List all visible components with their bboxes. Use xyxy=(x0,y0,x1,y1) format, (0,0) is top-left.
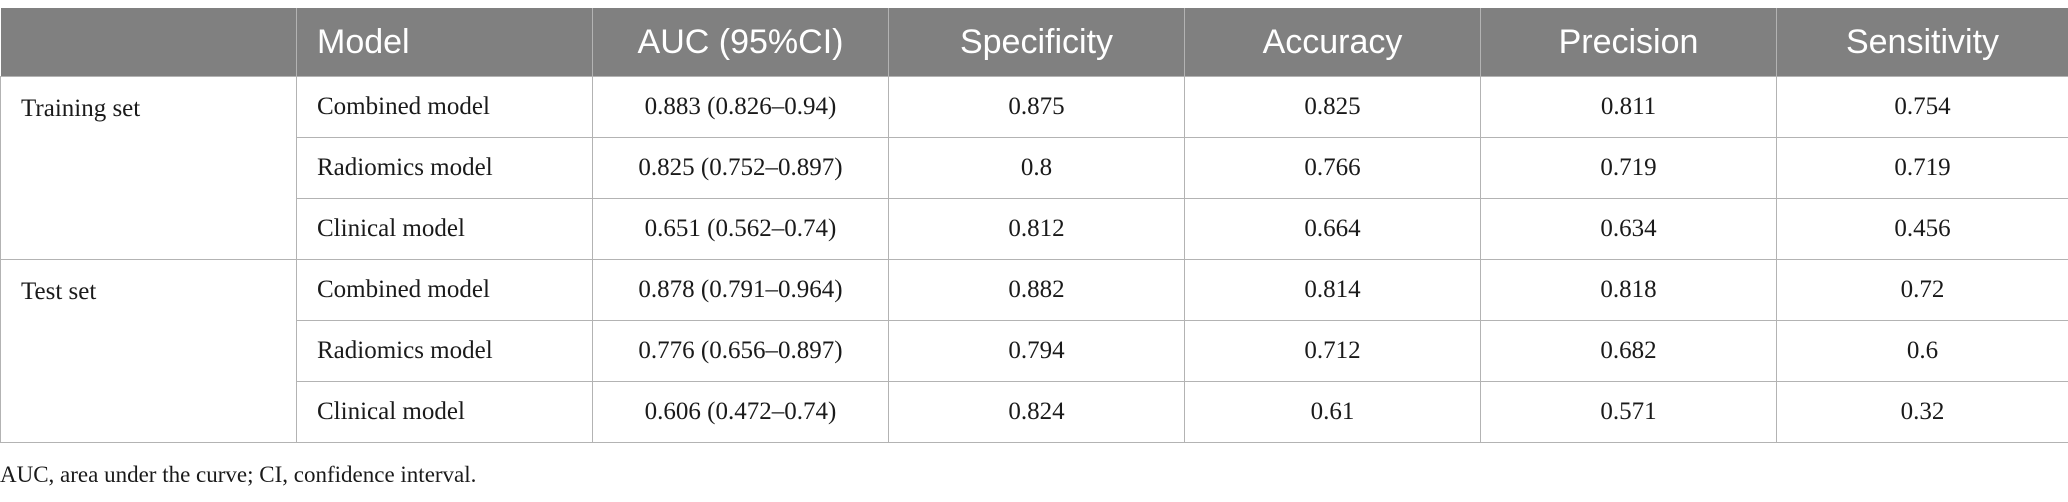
accuracy-cell: 0.664 xyxy=(1184,198,1481,260)
specificity-cell: 0.875 xyxy=(888,76,1185,138)
precision-cell: 0.811 xyxy=(1480,76,1777,138)
accuracy-cell: 0.61 xyxy=(1184,381,1481,443)
precision-cell: 0.571 xyxy=(1480,381,1777,443)
header-row: Model AUC (95%CI) Specificity Accuracy P… xyxy=(0,8,2068,77)
accuracy-cell: 0.712 xyxy=(1184,320,1481,382)
header-cell-auc: AUC (95%CI) xyxy=(592,8,889,77)
model-cell: Clinical model xyxy=(296,381,593,443)
table-row: Clinical model 0.606 (0.472–0.74) 0.824 … xyxy=(1,381,2068,443)
sensitivity-cell: 0.456 xyxy=(1776,198,2068,260)
precision-cell: 0.719 xyxy=(1480,137,1777,199)
specificity-cell: 0.8 xyxy=(888,137,1185,199)
sensitivity-cell: 0.72 xyxy=(1776,259,2068,321)
header-cell-precision: Precision xyxy=(1480,8,1777,77)
model-cell: Radiomics model xyxy=(296,137,593,199)
auc-cell: 0.883 (0.826–0.94) xyxy=(592,76,889,138)
header-cell-model: Model xyxy=(296,8,593,77)
table-row: Clinical model 0.651 (0.562–0.74) 0.812 … xyxy=(1,198,2068,260)
auc-cell: 0.878 (0.791–0.964) xyxy=(592,259,889,321)
specificity-cell: 0.794 xyxy=(888,320,1185,382)
accuracy-cell: 0.825 xyxy=(1184,76,1481,138)
header-cell-accuracy: Accuracy xyxy=(1184,8,1481,77)
table-row: Training set Combined model 0.883 (0.826… xyxy=(0,76,2068,260)
specificity-cell: 0.882 xyxy=(888,259,1185,321)
table-row: Radiomics model 0.776 (0.656–0.897) 0.79… xyxy=(1,320,2068,382)
group-label-training: Training set xyxy=(0,76,297,260)
precision-cell: 0.634 xyxy=(1480,198,1777,260)
model-cell: Radiomics model xyxy=(296,320,593,382)
accuracy-cell: 0.766 xyxy=(1184,137,1481,199)
auc-cell: 0.606 (0.472–0.74) xyxy=(592,381,889,443)
sensitivity-cell: 0.32 xyxy=(1776,381,2068,443)
table-row: Test set Combined model 0.878 (0.791–0.9… xyxy=(0,259,2068,443)
precision-cell: 0.682 xyxy=(1480,320,1777,382)
auc-cell: 0.651 (0.562–0.74) xyxy=(592,198,889,260)
table-row: Radiomics model 0.825 (0.752–0.897) 0.8 … xyxy=(1,137,2068,199)
table-footnote: AUC, area under the curve; CI, confidenc… xyxy=(0,462,477,487)
auc-cell: 0.825 (0.752–0.897) xyxy=(592,137,889,199)
header-cell-group xyxy=(0,8,297,77)
sensitivity-cell: 0.754 xyxy=(1776,76,2068,138)
accuracy-cell: 0.814 xyxy=(1184,259,1481,321)
auc-cell: 0.776 (0.656–0.897) xyxy=(592,320,889,382)
results-table-container: Model AUC (95%CI) Specificity Accuracy P… xyxy=(0,8,2068,443)
header-cell-specificity: Specificity xyxy=(888,8,1185,77)
group-label-test: Test set xyxy=(0,259,297,443)
model-cell: Combined model xyxy=(296,259,593,321)
specificity-cell: 0.812 xyxy=(888,198,1185,260)
results-table: Model AUC (95%CI) Specificity Accuracy P… xyxy=(0,8,2068,443)
model-cell: Combined model xyxy=(296,76,593,138)
specificity-cell: 0.824 xyxy=(888,381,1185,443)
sensitivity-cell: 0.719 xyxy=(1776,137,2068,199)
precision-cell: 0.818 xyxy=(1480,259,1777,321)
model-cell: Clinical model xyxy=(296,198,593,260)
sensitivity-cell: 0.6 xyxy=(1776,320,2068,382)
header-cell-sensitivity: Sensitivity xyxy=(1776,8,2068,77)
